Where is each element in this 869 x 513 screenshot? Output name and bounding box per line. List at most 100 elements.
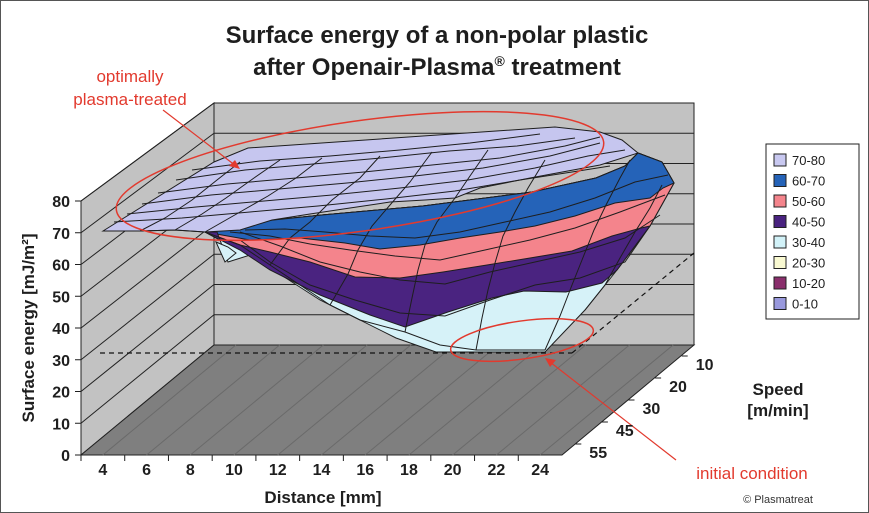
chart-subtitle: after Openair-Plasma® treatment — [253, 53, 621, 81]
z-tick-label-20: 20 — [669, 379, 687, 396]
x-tick-label-6: 6 — [142, 462, 151, 479]
gridline-left-70 — [80, 132, 215, 234]
y-axis-title: Surface energy [mJ/m²] — [19, 234, 38, 423]
legend-label-60-70: 60-70 — [792, 174, 825, 189]
copyright-label: © Plasmatreat — [743, 494, 813, 506]
gridline-left-10 — [80, 314, 215, 424]
legend-label-40-50: 40-50 — [792, 215, 825, 230]
mesh-col-8 — [544, 159, 631, 351]
legend-label-70-80: 70-80 — [792, 153, 825, 168]
x-tick-label-20: 20 — [444, 462, 462, 479]
z-axis-title-line1: Speed — [752, 380, 803, 399]
x-axis-title: Distance [mm] — [264, 488, 381, 507]
optimal-arrow-head — [229, 160, 240, 169]
surface-band-60-70 — [203, 152, 675, 250]
mesh-row-3 — [141, 142, 601, 205]
gridline-floor-16 — [364, 344, 499, 456]
surface-band-30-40-left — [215, 241, 237, 263]
legend-label-30-40: 30-40 — [792, 235, 825, 250]
gridline-floor-20 — [452, 344, 587, 456]
legend-swatch-30-40 — [773, 235, 787, 249]
legend: 70-80 60-70 50-60 40-50 30-40 20-30 10-20 0-10 — [773, 153, 825, 312]
y-tick-label-20: 20 — [52, 385, 70, 402]
gridline-floor-8 — [189, 344, 324, 456]
mesh-row-7 — [239, 225, 651, 317]
x-tick-label-8: 8 — [186, 462, 195, 479]
mesh-col-4 — [269, 155, 381, 266]
mesh-col-1 — [139, 161, 241, 232]
mesh-col-3 — [204, 157, 323, 233]
x-tick-label-12: 12 — [269, 462, 287, 479]
gridline-floor-6 — [146, 344, 280, 456]
legend-swatch-20-30 — [773, 256, 787, 269]
y-tick-label-80: 80 — [52, 194, 70, 211]
mesh-row-5 — [175, 137, 576, 181]
legend-swatch-0-10 — [773, 297, 787, 310]
x-tick-label-4: 4 — [98, 462, 107, 479]
legend-label-20-30: 20-30 — [792, 256, 825, 271]
subtitle-prefix: after Openair-Plasma — [253, 54, 495, 81]
y-tick-label-50: 50 — [52, 289, 70, 306]
legend-label-0-10: 0-10 — [792, 297, 818, 312]
annotation-optimal-line1: optimally — [96, 67, 164, 86]
mesh-row-9 — [229, 194, 666, 261]
mesh-col-5 — [329, 151, 433, 306]
mesh-col-9 — [584, 184, 663, 311]
mesh-col-6 — [404, 149, 489, 333]
legend-swatch-10-20 — [773, 276, 787, 290]
initial-arrow-head — [545, 358, 556, 367]
optimal-region-ellipse — [115, 110, 605, 242]
mesh-row-2 — [126, 149, 626, 215]
gridline-left-20 — [80, 284, 215, 392]
x-tick-label-14: 14 — [313, 462, 331, 479]
gridline-floor-22 — [496, 344, 630, 456]
y-tick-label-70: 70 — [52, 226, 70, 243]
z-axis-ticks: 10 20 30 45 55 — [575, 355, 714, 462]
z-tick-label-55: 55 — [589, 445, 607, 462]
mesh-col-7 — [475, 159, 546, 351]
y-tick-label-0: 0 — [61, 448, 70, 465]
subtitle-registered-mark: ® — [495, 53, 506, 69]
gridline-floor-12 — [277, 344, 412, 456]
legend-swatch-70-80 — [773, 153, 787, 167]
y-axis-ticks: 0 10 20 30 40 50 60 70 80 — [52, 194, 81, 465]
y-tick-label-60: 60 — [52, 258, 70, 275]
annotation-initial-condition: initial condition — [696, 464, 808, 483]
initial-condition-ellipse — [449, 317, 595, 363]
optimal-arrow-line — [162, 109, 237, 167]
gridline-floor-24 — [539, 344, 674, 456]
x-tick-label-22: 22 — [488, 462, 506, 479]
z-tick-label-45: 45 — [616, 423, 634, 440]
gridline-floor-18 — [408, 344, 543, 456]
y-tick-label-30: 30 — [52, 353, 70, 370]
legend-swatch-40-50 — [773, 215, 787, 228]
gridline-floor-10 — [233, 344, 368, 456]
z-axis-title-line2: [m/min] — [747, 401, 808, 420]
mesh-row-8 — [239, 214, 661, 285]
gridline-floor-4 — [102, 344, 237, 456]
legend-swatch-60-70 — [773, 174, 787, 187]
legend-swatch-50-60 — [773, 194, 787, 208]
surface-mesh — [103, 133, 669, 351]
legend-label-50-60: 50-60 — [792, 194, 825, 209]
initial-arrow-line — [549, 361, 677, 461]
x-axis-ticks: 4 6 8 10 12 14 16 18 20 22 24 — [80, 455, 549, 479]
x-tick-label-24: 24 — [531, 462, 549, 479]
gridline-left-40 — [80, 223, 215, 329]
mesh-front-edge — [103, 229, 545, 351]
x-tick-label-18: 18 — [400, 462, 418, 479]
mesh-row-1 — [113, 165, 611, 223]
legend-box — [765, 143, 860, 320]
gridline-left-30 — [80, 253, 215, 361]
annotation-optimal-line2: plasma-treated — [73, 90, 186, 109]
legend-label-10-20: 10-20 — [792, 276, 825, 291]
mesh-row-10 — [244, 174, 669, 239]
z-tick-label-10: 10 — [696, 357, 714, 374]
surface-band-40-50-left — [204, 231, 221, 242]
mesh-col-2 — [174, 159, 281, 231]
subtitle-suffix: treatment — [505, 54, 621, 81]
gridline-floor-14 — [321, 344, 455, 456]
chart-title: Surface energy of a non-polar plastic — [226, 22, 649, 49]
